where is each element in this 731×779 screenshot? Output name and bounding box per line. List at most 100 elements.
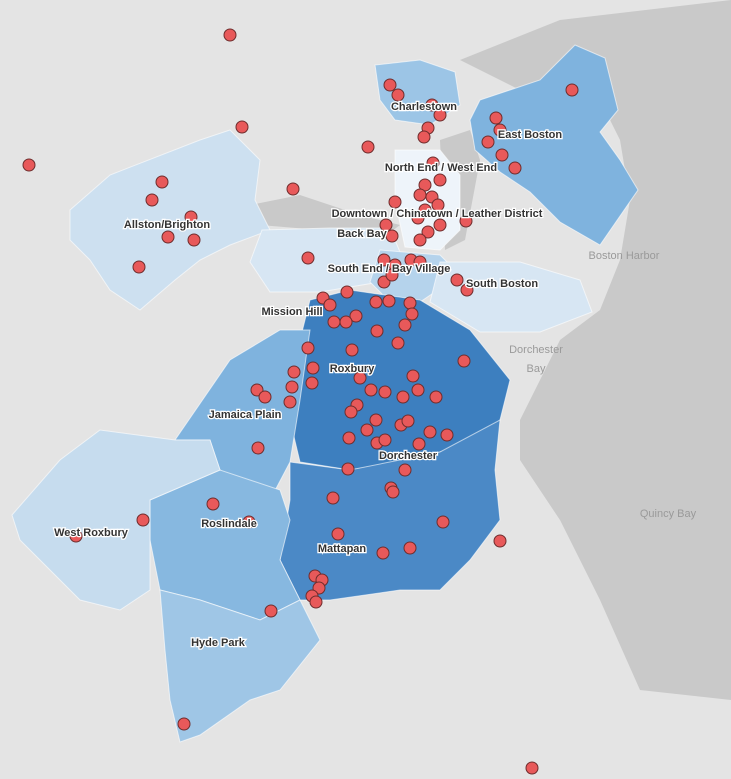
incident-point	[412, 437, 426, 451]
incident-point	[508, 161, 522, 175]
incident-point	[405, 307, 419, 321]
neighborhood-label: Roxbury	[330, 363, 376, 375]
incident-point	[433, 218, 447, 232]
incident-point	[382, 294, 396, 308]
incident-point	[525, 761, 539, 775]
incident-point	[187, 233, 201, 247]
incident-point	[391, 336, 405, 350]
incident-point	[440, 428, 454, 442]
incident-point	[342, 431, 356, 445]
incident-point	[235, 120, 249, 134]
water-label: Quincy Bay	[640, 508, 697, 520]
incident-point	[383, 78, 397, 92]
neighborhood-area	[11, 429, 221, 611]
incident-point	[145, 193, 159, 207]
incident-point	[433, 173, 447, 187]
harbor	[460, 0, 731, 700]
incident-point	[22, 158, 36, 172]
incident-point	[309, 595, 323, 609]
neighborhood-label: East Boston	[498, 129, 562, 141]
neighborhood-label: Back Bay	[337, 228, 387, 240]
incident-point	[423, 425, 437, 439]
incident-point	[378, 385, 392, 399]
neighborhood-areas	[11, 44, 639, 743]
neighborhood-label: South Boston	[466, 278, 538, 290]
incident-point	[386, 485, 400, 499]
incident-point	[349, 309, 363, 323]
incident-point	[287, 365, 301, 379]
neighborhood-label: Roslindale	[201, 518, 257, 530]
incident-point	[388, 195, 402, 209]
incident-points	[22, 28, 579, 775]
incident-point	[369, 295, 383, 309]
incident-point	[184, 210, 198, 224]
incident-point	[398, 463, 412, 477]
incident-point	[495, 148, 509, 162]
incident-point	[377, 253, 391, 267]
incident-point	[323, 298, 337, 312]
incident-point	[431, 198, 445, 212]
incident-point	[429, 390, 443, 404]
incident-point	[177, 717, 191, 731]
incident-point	[391, 88, 405, 102]
neighborhood-area	[429, 261, 593, 333]
incident-point	[341, 462, 355, 476]
incident-point	[413, 255, 427, 269]
neighborhood-label: Hyde Park	[191, 637, 246, 649]
incident-point	[155, 175, 169, 189]
neighborhood-label: North End / West End	[385, 162, 497, 174]
neighborhood-label: Downtown / Chinatown / Leather District	[332, 208, 543, 220]
incident-point	[379, 218, 393, 232]
incident-point	[385, 268, 399, 282]
neighborhood-label: West Roxbury	[54, 527, 129, 539]
neighborhood-label: Mattapan	[318, 543, 367, 555]
incident-point	[331, 527, 345, 541]
incident-point	[69, 529, 83, 543]
incident-point	[436, 515, 450, 529]
incident-point	[223, 28, 237, 42]
incident-point	[345, 343, 359, 357]
incident-point	[285, 380, 299, 394]
incident-point	[301, 341, 315, 355]
incident-point	[264, 604, 278, 618]
incident-point	[364, 383, 378, 397]
labels: Charlestown East Boston North End / West E…	[53, 100, 697, 651]
incident-point	[489, 111, 503, 125]
incident-point	[361, 140, 375, 154]
water-label: Bay	[527, 363, 546, 375]
incident-point	[327, 315, 341, 329]
incident-point	[493, 534, 507, 548]
incident-point	[413, 188, 427, 202]
incident-point	[306, 361, 320, 375]
incident-point	[370, 324, 384, 338]
incident-point	[459, 214, 473, 228]
incident-point	[369, 413, 383, 427]
incident-point	[385, 229, 399, 243]
incident-point	[339, 315, 353, 329]
incident-point	[565, 83, 579, 97]
incident-point	[396, 390, 410, 404]
incident-point	[286, 182, 300, 196]
incident-point	[398, 318, 412, 332]
water-label: Boston Harbor	[589, 250, 660, 262]
incident-point	[161, 230, 175, 244]
neighborhood-label: Mission Hill	[261, 306, 322, 318]
incident-point	[450, 273, 464, 287]
incident-point	[305, 376, 319, 390]
neighborhood-label: Charlestown	[391, 101, 457, 113]
incident-point	[136, 513, 150, 527]
neighborhood-label: Jamaica Plain	[209, 409, 282, 421]
incident-point	[132, 260, 146, 274]
neighborhood-area	[159, 589, 321, 743]
incident-point	[344, 405, 358, 419]
neighborhood-area	[469, 44, 639, 246]
incident-point	[378, 433, 392, 447]
incident-point	[242, 515, 256, 529]
water-label: Dorchester	[509, 344, 563, 356]
incident-point	[411, 211, 425, 225]
incident-point	[411, 383, 425, 397]
incident-point	[353, 371, 367, 385]
incident-point	[360, 423, 374, 437]
incident-point	[283, 395, 297, 409]
